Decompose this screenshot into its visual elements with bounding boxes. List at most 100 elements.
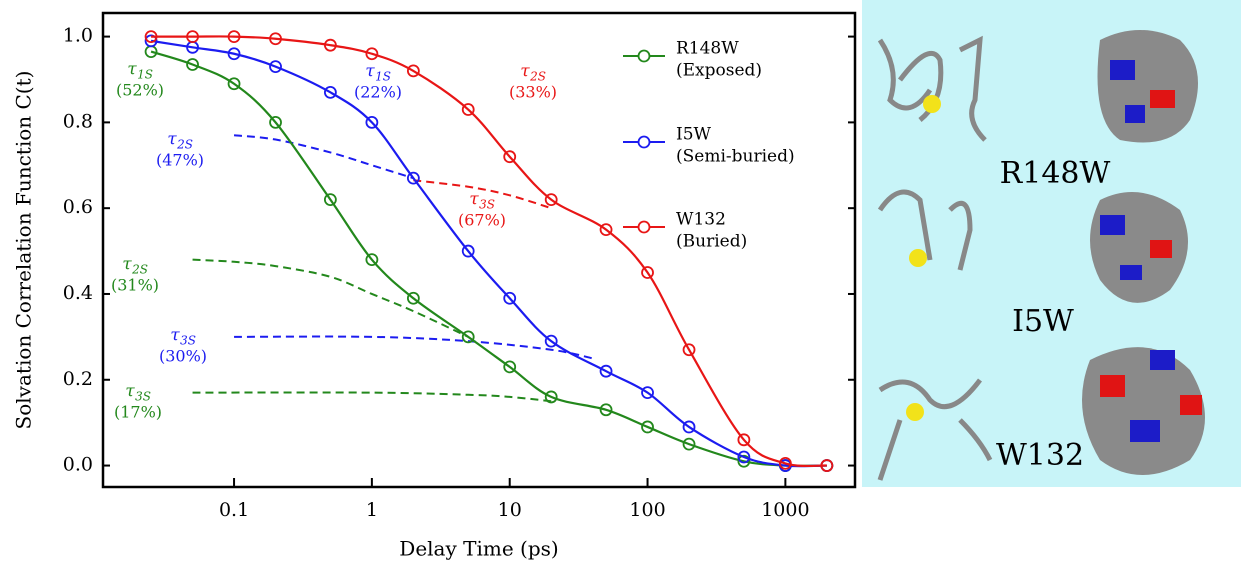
data-point (820, 459, 834, 472)
data-point (227, 30, 241, 43)
data-point (778, 457, 792, 470)
annotation-text: (30%) (159, 347, 207, 366)
plot-area (144, 30, 834, 472)
protein-art (877, 30, 1205, 481)
data-point (599, 223, 613, 237)
data-point (461, 244, 475, 258)
annotation-text: (33%) (509, 83, 557, 102)
data-point (503, 291, 517, 305)
data-point (641, 420, 654, 434)
data-point (144, 30, 158, 43)
legend-desc: (Semi-buried) (676, 147, 795, 167)
data-point (144, 34, 158, 48)
annotation-symbol: τ (365, 62, 375, 82)
annotation-symbol: τ (469, 190, 479, 210)
legend-label: W132 (676, 210, 726, 230)
annotation-subscript: 2S (529, 70, 546, 84)
legend-marker (637, 220, 651, 234)
fit-line (150, 50, 827, 467)
data-point (186, 58, 199, 71)
legend-desc: (Exposed) (676, 61, 762, 81)
data-point (227, 77, 241, 91)
data-point (323, 193, 337, 206)
annotation-subscript: 3S (180, 334, 196, 348)
annotation-subscript: 2S (176, 138, 193, 152)
x-axis-label: Delay Time (ps) (399, 537, 558, 561)
structure-label: W132 (996, 438, 1084, 473)
annotation-text: (17%) (114, 403, 162, 422)
x-tick-label: 100 (629, 499, 665, 521)
data-point (544, 334, 558, 348)
component-line (192, 258, 469, 338)
annotation-symbol: τ (520, 62, 530, 82)
data-point (737, 454, 751, 468)
annotation-subscript: 3S (135, 390, 151, 404)
data-point (503, 150, 517, 164)
structure-label: I5W (1012, 304, 1074, 339)
fit-line (151, 35, 827, 468)
x-tick-label: 10 (498, 499, 522, 521)
data-point (406, 64, 420, 78)
annotation-text: (67%) (458, 211, 506, 230)
annotation-text: (22%) (354, 83, 402, 102)
data-point (461, 330, 475, 344)
annotation-symbol: τ (125, 382, 135, 402)
annotation-subscript: 2S (131, 263, 148, 277)
data-point (599, 364, 613, 378)
legend-marker (637, 135, 651, 149)
annotation-symbol: τ (170, 326, 180, 346)
data-point (186, 30, 199, 43)
plot-frame (101, 11, 857, 489)
data-point (599, 403, 613, 417)
data-point (406, 171, 420, 185)
y-tick-label: 0.8 (63, 110, 93, 132)
data-point (641, 266, 654, 279)
data-point (406, 291, 420, 305)
data-point (269, 60, 282, 74)
data-point (544, 193, 558, 206)
component-line (413, 179, 552, 210)
annotation-subscript: 1S (375, 70, 391, 84)
data-point (365, 253, 379, 267)
legend-label: I5W (676, 125, 712, 145)
data-point (269, 115, 282, 129)
y-tick-label: 0.4 (63, 282, 93, 304)
data-point (365, 47, 379, 61)
legend-label: R148W (676, 39, 739, 59)
data-point (227, 47, 241, 61)
component-line (192, 391, 552, 403)
annotation-symbol: τ (167, 130, 177, 150)
y-tick-label: 0.6 (63, 196, 93, 218)
x-tick-label: 1000 (761, 499, 809, 521)
data-point (461, 103, 475, 116)
annotation-text: (52%) (116, 81, 164, 100)
data-point (682, 437, 696, 451)
y-tick-label: 1.0 (63, 25, 93, 47)
data-point (737, 450, 751, 464)
y-tick-label: 0.2 (63, 368, 93, 390)
data-point (737, 433, 751, 447)
data-point (682, 343, 696, 357)
data-point (544, 390, 558, 404)
data-point (323, 38, 337, 52)
x-tick-label: 0.1 (219, 499, 249, 521)
structure-label: R148W (1000, 156, 1111, 191)
fit-line (150, 39, 827, 468)
annotation-subscript: 3S (479, 198, 495, 212)
legend-marker (637, 49, 651, 63)
data-point (682, 420, 696, 434)
data-point (323, 85, 337, 99)
y-tick-label: 0.0 (63, 454, 93, 476)
component-line (234, 335, 593, 360)
data-point (365, 115, 379, 129)
component-line (233, 134, 414, 180)
annotation-symbol: τ (127, 60, 137, 80)
annotation-symbol: τ (122, 255, 132, 275)
annotation-subscript: 1S (137, 68, 153, 82)
data-point (269, 32, 282, 46)
annotation-text: (31%) (111, 276, 159, 295)
annotation-text: (47%) (156, 151, 204, 170)
y-axis-label: Solvation Correlation Function C(t) (12, 71, 36, 430)
